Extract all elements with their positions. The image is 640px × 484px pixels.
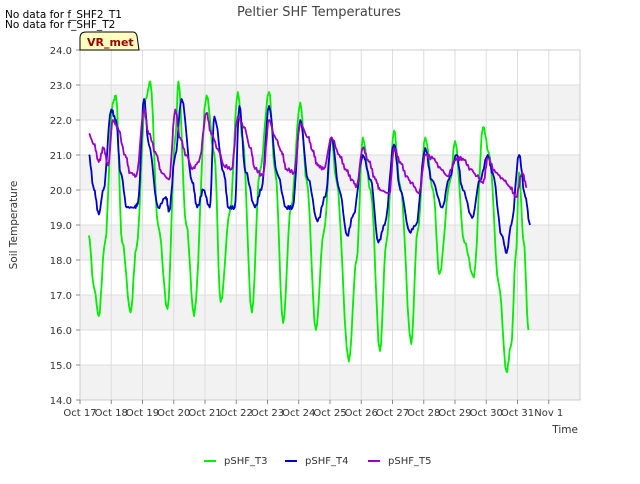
x-tick-label: Oct 20: [157, 408, 190, 419]
y-tick-label: 17.0: [50, 291, 72, 302]
x-tick-label: Oct 18: [95, 408, 128, 419]
x-tick-label: Oct 25: [313, 408, 346, 419]
legend-label-pSHF_T5: pSHF_T5: [388, 456, 431, 467]
x-tick-label: Oct 29: [438, 408, 471, 419]
y-tick-label: 15.0: [50, 361, 72, 372]
no-data-note-1: No data for f_SHF2_T1: [5, 9, 122, 21]
y-tick-label: 19.0: [50, 221, 72, 232]
x-tick-label: Oct 21: [188, 408, 221, 419]
y-tick-label: 23.0: [50, 81, 72, 92]
x-tick-label: Oct 30: [470, 408, 503, 419]
series-line-pSHF_T4: [88, 98, 531, 254]
series-line-pSHF_T3: [87, 80, 530, 373]
series-layer: [87, 80, 531, 373]
legend-label-pSHF_T3: pSHF_T3: [224, 456, 267, 467]
y-tick-label: 16.0: [50, 326, 72, 337]
y-tick-label: 21.0: [50, 151, 72, 162]
chart-title: Peltier SHF Temperatures: [237, 5, 401, 20]
x-tick-label: Oct 26: [345, 408, 378, 419]
y-axis-label: Soil Temperature: [8, 181, 20, 270]
x-axis-label: Time: [551, 424, 578, 436]
y-tick-label: 20.0: [50, 186, 72, 197]
y-tick-label: 22.0: [50, 116, 72, 127]
y-tick-label: 14.0: [50, 396, 72, 407]
x-tick-label: Oct 28: [407, 408, 440, 419]
legend: pSHF_T3 pSHF_T4 pSHF_T5: [204, 456, 431, 467]
legend-label-pSHF_T4: pSHF_T4: [305, 456, 348, 467]
y-tick-label: 18.0: [50, 256, 72, 267]
series-line-pSHF_T5: [88, 108, 528, 199]
y-tick-label: 24.0: [50, 46, 72, 57]
badge-shape: [79, 31, 140, 51]
x-tick-label: Oct 19: [126, 408, 159, 419]
y-axis-ticks: 14.0 15.0 16.0 17.0 18.0 19.0 20.0 21.0 22.0 23.0…: [50, 46, 80, 407]
vr-met-badge: VR_met: [79, 31, 140, 51]
x-tick-label: Oct 24: [282, 408, 315, 419]
x-tick-label: Oct 27: [376, 408, 409, 419]
badge-label: VR_met: [87, 36, 134, 49]
x-tick-label: Oct 23: [251, 408, 284, 419]
x-tick-label: Nov 1: [534, 408, 563, 419]
x-tick-label: Oct 22: [220, 408, 253, 419]
no-data-note-2: No data for f_SHF_T2: [5, 19, 115, 31]
x-tick-label: Oct 31: [501, 408, 534, 419]
x-tick-label: Oct 17: [63, 408, 96, 419]
